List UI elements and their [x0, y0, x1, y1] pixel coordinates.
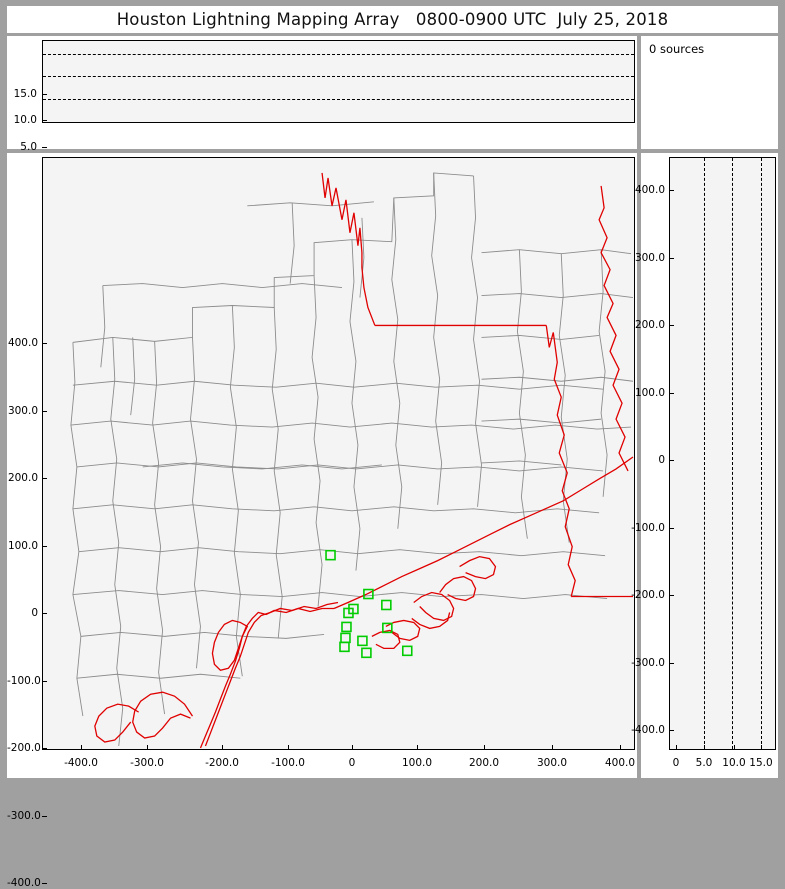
station-marker[interactable] [357, 635, 368, 647]
gridline-15 [760, 158, 762, 749]
station-marker[interactable] [363, 588, 374, 600]
map-ytick--400: -400.0 [7, 877, 41, 889]
hist-xtick-15: 15.0 [749, 757, 773, 769]
lma-display-window: Houston Lightning Mapping Array 0800-090… [7, 6, 778, 889]
map-xtick--400: -400.0 [64, 757, 98, 769]
th-ytick-5: 5.0 [20, 140, 37, 153]
altitude-histogram-panel: 400.0 300.0 200.0 100.0 0 -100.0 -200.0 … [631, 153, 778, 778]
hist-xtick-5: 5.0 [695, 757, 713, 769]
hist-ytick-200: 200.0 [634, 319, 665, 331]
map-xtick--300: -300.0 [130, 757, 164, 769]
station-marker[interactable] [343, 607, 354, 619]
map-xtick-100: 100.0 [401, 757, 433, 769]
station-marker[interactable] [339, 641, 350, 653]
th-ytickmark-15 [42, 93, 47, 95]
station-marker[interactable] [341, 621, 352, 633]
hist-ytick-100: 100.0 [634, 387, 665, 399]
county-boundaries [70, 172, 634, 747]
plan-view-map-panel[interactable]: 400.0 300.0 200.0 100.0 0 -100.0 -200.0 … [7, 153, 637, 889]
station-marker[interactable] [361, 647, 372, 659]
altitude-vs-distance-plot-area [42, 40, 635, 123]
gridline-10 [732, 158, 734, 749]
station-marker[interactable] [401, 645, 413, 657]
th-ytick-15: 15.0 [13, 87, 37, 100]
map-xtick--200: -200.0 [205, 757, 239, 769]
map-graphic [70, 172, 634, 749]
hist-ytick--200: -200.0 [631, 589, 665, 601]
map-ytick-100: 100.0 [7, 540, 38, 552]
map-ytick-400: 400.0 [7, 337, 38, 349]
coastline [94, 456, 634, 749]
hist-xtick-10: 10.0 [722, 757, 746, 769]
altitude-vs-distance-panel: 15.0 10.0 5.0 0 -400.0 -300.0 -200.0 -10… [7, 36, 637, 178]
hist-ytick-0: 0 [658, 454, 665, 466]
map-xtick-200: 200.0 [468, 757, 500, 769]
state-borders [321, 172, 634, 598]
station-marker[interactable] [340, 632, 351, 644]
gridline-5 [43, 98, 634, 100]
source-count-panel: 0 sources [641, 36, 778, 149]
station-marker[interactable] [325, 549, 336, 561]
map-ytick--200: -200.0 [7, 742, 41, 754]
title-bar: Houston Lightning Mapping Array 0800-090… [7, 6, 778, 33]
map-plot-area[interactable] [42, 157, 635, 750]
th-ytickmark-5 [42, 146, 47, 148]
hist-ytick-300: 300.0 [634, 252, 665, 264]
map-ytick--300: -300.0 [7, 810, 41, 822]
gridline-10 [43, 75, 634, 77]
map-xtick-300: 300.0 [536, 757, 568, 769]
gridline-15 [43, 54, 634, 56]
th-ytickmark-10 [42, 120, 47, 121]
map-xtick-400: 400.0 [604, 757, 636, 769]
hist-ytick--100: -100.0 [631, 522, 665, 534]
hist-xtick-0: 0 [672, 757, 680, 769]
source-count-label: 0 sources [649, 42, 705, 56]
page-title: Houston Lightning Mapping Array 0800-090… [116, 10, 669, 29]
map-ytick--100: -100.0 [7, 675, 41, 687]
hist-ytick--300: -300.0 [631, 657, 665, 669]
map-ytick-300: 300.0 [7, 405, 38, 417]
hist-ytick--400: -400.0 [631, 724, 665, 736]
map-ytick-0: 0 [31, 607, 38, 619]
map-ytick-200: 200.0 [7, 472, 38, 484]
altitude-histogram-plot-area [669, 157, 776, 750]
th-ytick-10: 10.0 [13, 114, 37, 126]
station-marker[interactable] [382, 622, 393, 634]
map-xtick-0: 0 [348, 757, 356, 769]
map-xtick--100: -100.0 [271, 757, 305, 769]
gridline-5 [704, 158, 706, 749]
hist-ytick-400: 400.0 [634, 184, 665, 196]
lma-station-markers [325, 549, 413, 659]
station-marker[interactable] [381, 599, 392, 611]
